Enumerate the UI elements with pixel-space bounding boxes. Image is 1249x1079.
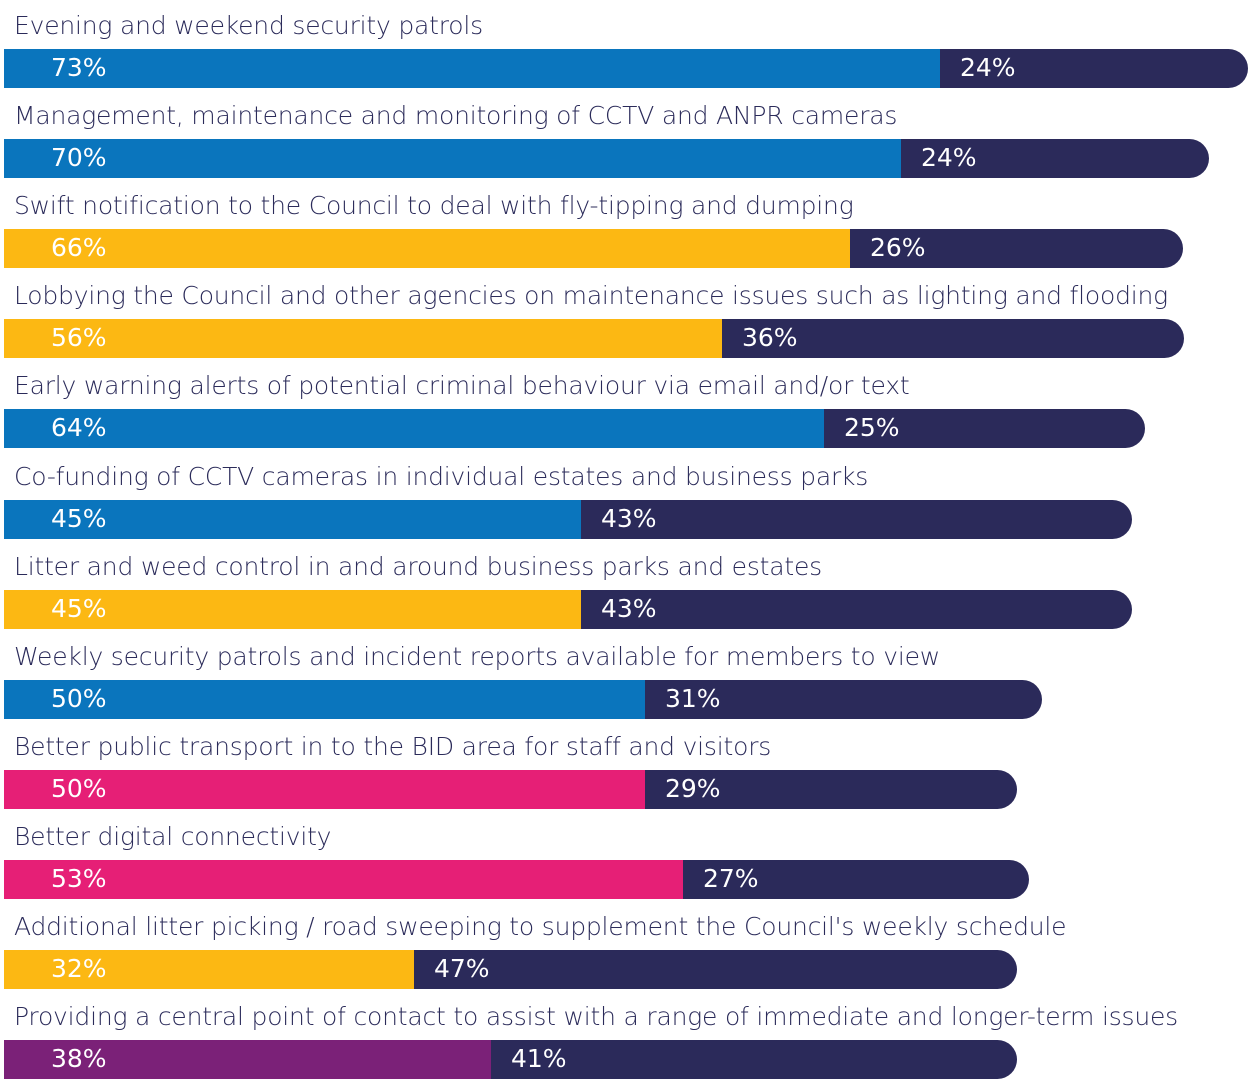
- category-label: Litter and weed control in and around bu…: [14, 552, 823, 581]
- bar-segment-primary: [4, 950, 414, 989]
- bar-segment-primary: [4, 500, 581, 539]
- bar-segment-primary: [4, 409, 824, 448]
- value-label-primary: 38%: [51, 1044, 107, 1073]
- bar-segment-primary: [4, 319, 722, 358]
- value-label-primary: 73%: [51, 53, 107, 82]
- bar-segment-secondary: [940, 49, 1248, 88]
- value-label-secondary: 25%: [844, 413, 900, 442]
- bar-row: 64% 25%: [4, 409, 1145, 448]
- category-label: Weekly security patrols and incident rep…: [14, 642, 941, 671]
- value-label-secondary: 43%: [601, 594, 657, 623]
- bar-segment-primary: [4, 49, 940, 88]
- value-label-secondary: 29%: [665, 774, 721, 803]
- value-label-secondary: 36%: [742, 323, 798, 352]
- bar-segment-secondary: [645, 680, 1042, 719]
- value-label-primary: 70%: [51, 143, 107, 172]
- bar-segment-primary: [4, 770, 645, 809]
- bar-segment-secondary: [491, 1040, 1017, 1079]
- bar-row: 32% 47%: [4, 950, 1017, 989]
- bar-segment-secondary: [414, 950, 1017, 989]
- value-label-secondary: 24%: [921, 143, 977, 172]
- bar-row: 50% 29%: [4, 770, 1017, 809]
- bar-row: 73% 24%: [4, 49, 1248, 88]
- bar-segment-secondary: [901, 139, 1209, 178]
- bar-row: 53% 27%: [4, 860, 1030, 899]
- category-label: Better public transport in to the BID ar…: [14, 732, 772, 761]
- bar-row: 50% 31%: [4, 680, 1042, 719]
- bar-segment-secondary: [824, 409, 1145, 448]
- bar-segment-primary: [4, 860, 683, 899]
- value-label-primary: 53%: [51, 864, 107, 893]
- value-label-primary: 45%: [51, 504, 107, 533]
- bar-segment-secondary: [581, 500, 1132, 539]
- bar-segment-secondary: [581, 590, 1132, 629]
- value-label-secondary: 47%: [434, 954, 490, 983]
- value-label-secondary: 41%: [511, 1044, 567, 1073]
- category-label: Co-funding of CCTV cameras in individual…: [14, 462, 869, 491]
- bar-segment-primary: [4, 590, 581, 629]
- bar-segment-secondary: [850, 229, 1183, 268]
- bar-row: 70% 24%: [4, 139, 1209, 178]
- category-label: Swift notification to the Council to dea…: [14, 191, 854, 220]
- category-label: Management, maintenance and monitoring o…: [14, 101, 898, 130]
- bar-segment-secondary: [683, 860, 1029, 899]
- value-label-primary: 66%: [51, 233, 107, 262]
- value-label-secondary: 27%: [703, 864, 759, 893]
- value-label-primary: 45%: [51, 594, 107, 623]
- category-label: Evening and weekend security patrols: [14, 11, 483, 40]
- bar-segment-secondary: [722, 319, 1184, 358]
- value-label-secondary: 31%: [665, 684, 721, 713]
- bar-row: 45% 43%: [4, 590, 1132, 629]
- value-label-secondary: 43%: [601, 504, 657, 533]
- bar-segment-secondary: [645, 770, 1017, 809]
- bar-row: 56% 36%: [4, 319, 1184, 358]
- value-label-secondary: 24%: [960, 53, 1016, 82]
- bar-segment-primary: [4, 139, 901, 178]
- value-label-primary: 64%: [51, 413, 107, 442]
- value-label-primary: 32%: [51, 954, 107, 983]
- value-label-primary: 50%: [51, 774, 107, 803]
- category-label: Providing a central point of contact to …: [14, 1002, 1179, 1031]
- category-label: Early warning alerts of potential crimin…: [14, 371, 910, 400]
- bar-row: 38% 41%: [4, 1040, 1017, 1079]
- value-label-primary: 56%: [51, 323, 107, 352]
- bar-segment-primary: [4, 680, 645, 719]
- bar-segment-primary: [4, 229, 850, 268]
- category-label: Better digital connectivity: [14, 822, 332, 851]
- bar-row: 45% 43%: [4, 500, 1132, 539]
- value-label-secondary: 26%: [870, 233, 926, 262]
- bar-row: 66% 26%: [4, 229, 1183, 268]
- category-label: Lobbying the Council and other agencies …: [14, 281, 1168, 310]
- category-label: Additional litter picking / road sweepin…: [14, 912, 1067, 941]
- value-label-primary: 50%: [51, 684, 107, 713]
